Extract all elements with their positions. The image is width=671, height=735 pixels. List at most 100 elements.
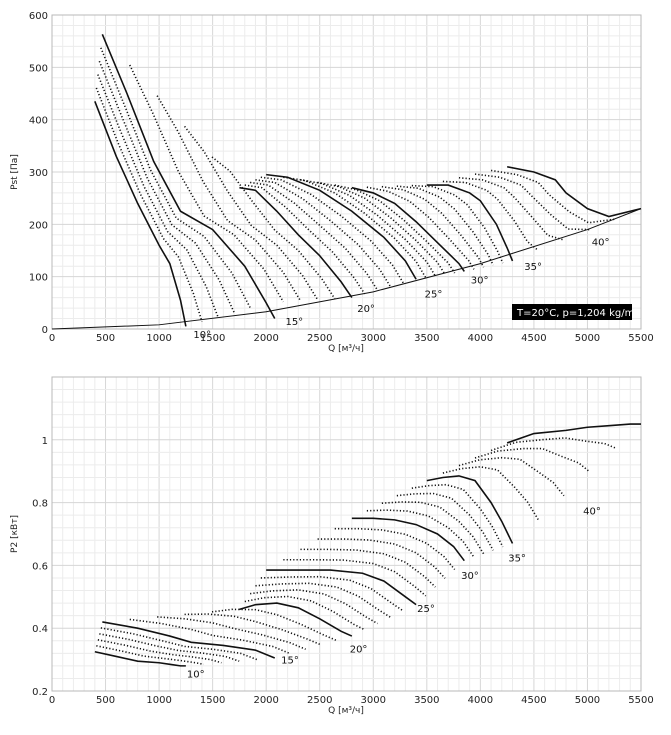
series-line-dotted — [97, 74, 219, 318]
series-line-dotted — [95, 87, 203, 322]
angle-label: 40° — [583, 506, 601, 517]
tick-labels: 0 500 1000 1500 2000 2500 3000 3500 4000 4500 5000… — [32, 436, 654, 706]
plot-area — [52, 377, 641, 691]
y-tick-label: 0.6 — [32, 561, 48, 572]
series-line-dotted — [260, 176, 404, 284]
x-tick-label: 500 — [96, 333, 115, 344]
annotation-text: T=20°C, p=1,204 kg/m³ — [516, 308, 638, 319]
series-line-dotted — [157, 616, 306, 650]
angle-label: 30° — [461, 571, 479, 582]
y-tick-label: 300 — [29, 168, 48, 179]
angle-label: 35° — [524, 262, 542, 273]
x-tick-label: 5500 — [628, 695, 653, 706]
y-axis-label: Pst [Па] — [10, 154, 20, 190]
series-line-dotted — [381, 501, 485, 555]
angle-labels: 10° 15° 20° 25° 30° 35° 40° — [187, 506, 601, 680]
x-tick-label: 0 — [49, 333, 55, 344]
x-tick-label: 1500 — [200, 333, 225, 344]
series-line-dotted — [300, 179, 437, 277]
series-line-dotted — [366, 509, 475, 558]
x-tick-label: 500 — [96, 695, 115, 706]
series-line-dotted — [260, 575, 404, 612]
series-line-solid — [506, 423, 641, 444]
x-tick-label: 4500 — [521, 333, 546, 344]
x-tick-label: 3000 — [361, 695, 386, 706]
series-line-solid — [506, 165, 642, 218]
series-line-dotted — [411, 184, 504, 264]
x-tick-label: 5500 — [628, 333, 653, 344]
series-line-dotted — [244, 184, 366, 295]
angle-label: 20° — [350, 645, 368, 656]
series-line-solid — [426, 475, 514, 544]
x-tick-label: 2000 — [253, 695, 278, 706]
annotation-background — [512, 304, 632, 320]
power-chart: 10° 15° 20° 25° 30° 35° 40° 0 500 1000 1500 2000 25… — [10, 376, 654, 716]
y-tick-label: 0.8 — [32, 499, 48, 510]
x-tick-label: 4000 — [468, 333, 493, 344]
tick-labels: 0 500 1000 1500 2000 2500 3000 3500 4000 4500 5000… — [29, 11, 654, 344]
series-line-dotted — [396, 185, 494, 266]
series-line-solid — [351, 517, 465, 562]
series-line-dotted — [211, 608, 337, 642]
x-axis-label: Q [м³/ч] — [328, 344, 364, 354]
plot-frame — [51, 14, 642, 330]
angle-label: 15° — [281, 656, 299, 667]
series-line-solid — [101, 34, 276, 319]
series-line-solid — [266, 569, 417, 606]
angle-label: 10° — [193, 330, 211, 341]
series-line-dotted — [283, 558, 427, 597]
series-line-solid — [102, 621, 276, 659]
series-line-dotted — [474, 173, 590, 231]
series-line-dotted — [458, 176, 565, 241]
plot-frame — [51, 376, 642, 692]
y-tick-label: 600 — [29, 11, 48, 22]
series-line-dotted — [96, 645, 204, 666]
static-pressure-chart: 10°15°20°25°30°35°40° 0 500 1000 1500 2000 25… — [10, 11, 654, 354]
series-line-solid — [239, 602, 353, 637]
series-line-dotted — [183, 125, 319, 301]
angle-label: 20° — [357, 304, 375, 315]
y-tick-label: 400 — [29, 116, 48, 127]
angle-label: 10° — [187, 670, 205, 681]
series-line-dotted — [244, 595, 366, 631]
angle-label: 40° — [592, 238, 610, 249]
y-tick-label: 0.2 — [32, 687, 48, 698]
series-line-dotted — [99, 633, 240, 662]
series-group — [94, 423, 641, 667]
y-tick-label: 0 — [42, 325, 48, 336]
x-tick-label: 3000 — [361, 333, 386, 344]
x-axis-label: Q [м³/ч] — [328, 706, 364, 716]
series-line-dotted — [442, 465, 539, 520]
y-tick-label: 0.4 — [32, 624, 48, 635]
series-line-solid — [351, 186, 465, 272]
x-tick-label: 1000 — [146, 333, 171, 344]
series-line-dotted — [100, 627, 258, 661]
series-line-dotted — [334, 527, 456, 570]
series-line-dotted — [184, 613, 322, 646]
series-line-solid — [94, 101, 187, 327]
y-tick-label: 500 — [29, 63, 48, 74]
angle-label: 25° — [425, 289, 443, 300]
x-tick-label: 2000 — [253, 333, 278, 344]
y-tick-label: 1 — [42, 436, 48, 447]
annotation-box: T=20°C, p=1,204 kg/m³ — [512, 304, 638, 320]
x-tick-label: 1500 — [200, 695, 225, 706]
series-line-dotted — [100, 47, 251, 308]
series-line-solid — [94, 650, 186, 667]
system-curve-line — [51, 208, 642, 330]
series-line-solid — [426, 184, 514, 262]
x-tick-label: 3500 — [414, 333, 439, 344]
angle-label: 35° — [508, 554, 526, 565]
series-line-dotted — [97, 639, 222, 664]
series-line-dotted — [98, 60, 235, 313]
x-tick-label: 1000 — [146, 695, 171, 706]
series-group — [94, 34, 642, 327]
x-tick-label: 2500 — [307, 695, 332, 706]
series-line-dotted — [129, 618, 291, 655]
series-line-dotted — [411, 483, 504, 548]
series-line-solid — [239, 186, 353, 299]
x-tick-label: 4500 — [521, 695, 546, 706]
x-tick-label: 3500 — [414, 695, 439, 706]
angle-label: 25° — [417, 604, 435, 615]
